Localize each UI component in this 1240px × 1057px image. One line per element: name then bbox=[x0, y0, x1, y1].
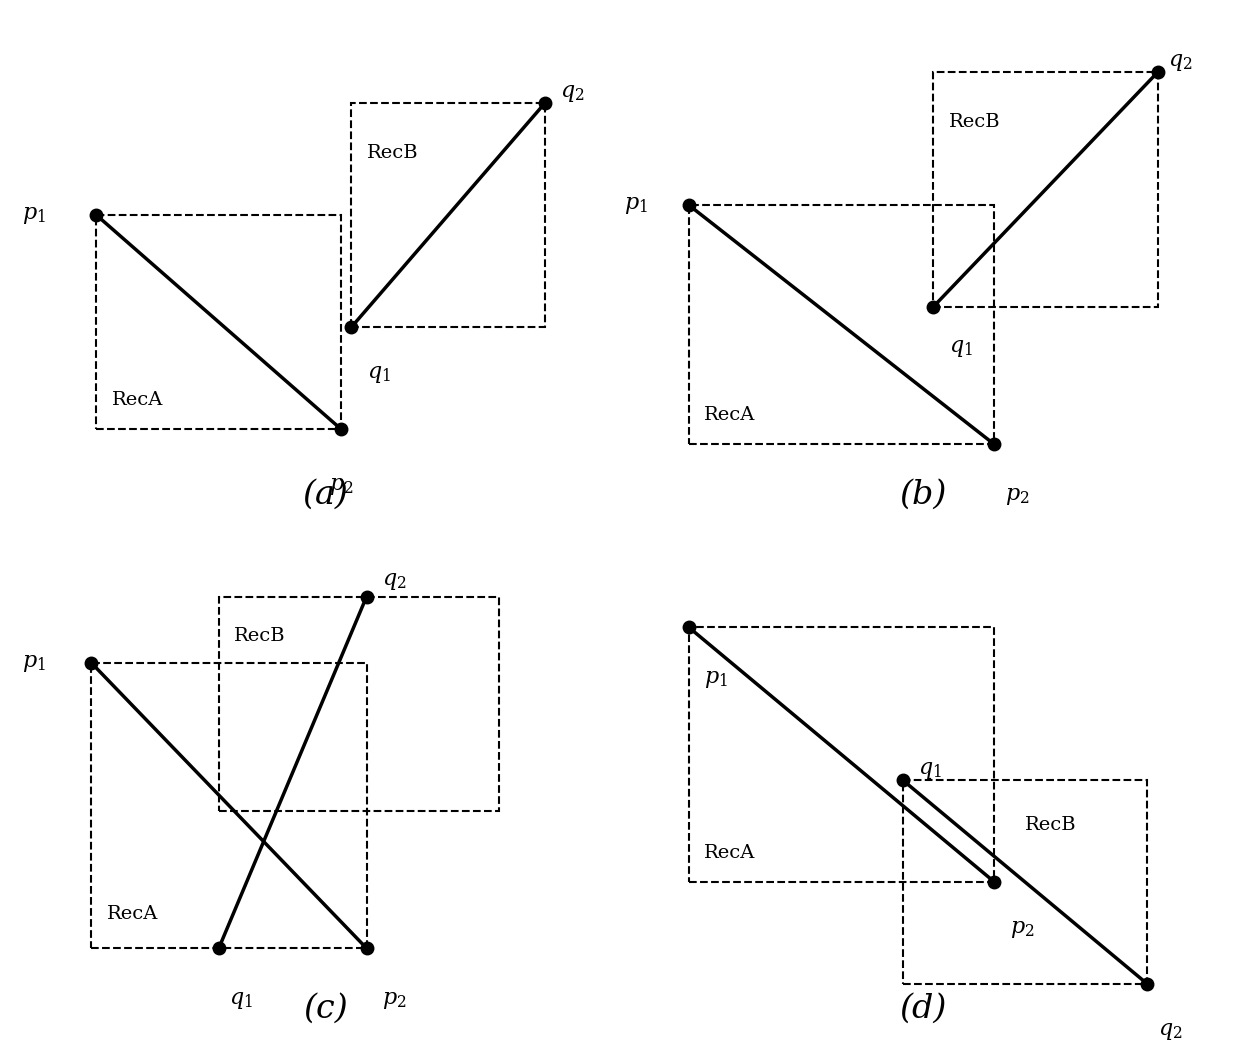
Text: $p_1$: $p_1$ bbox=[21, 204, 46, 226]
Bar bbox=[218, 596, 500, 811]
Text: (b): (b) bbox=[899, 479, 947, 511]
Text: $q_1$: $q_1$ bbox=[949, 337, 972, 359]
Text: RecA: RecA bbox=[704, 406, 755, 424]
Text: $p_2$: $p_2$ bbox=[329, 475, 353, 497]
Bar bbox=[688, 205, 994, 445]
Text: $p_1$: $p_1$ bbox=[624, 193, 647, 216]
Text: $p_2$: $p_2$ bbox=[1004, 485, 1029, 507]
Text: $p_1$: $p_1$ bbox=[21, 652, 46, 673]
Bar bbox=[351, 103, 546, 328]
Text: $q_2$: $q_2$ bbox=[560, 81, 585, 104]
Text: (a): (a) bbox=[303, 479, 348, 511]
Bar bbox=[688, 627, 994, 882]
Text: $q_2$: $q_2$ bbox=[1158, 1020, 1182, 1042]
Text: RecA: RecA bbox=[704, 843, 755, 861]
Text: $p_2$: $p_2$ bbox=[382, 989, 407, 1012]
Bar bbox=[92, 663, 367, 948]
Bar bbox=[934, 72, 1158, 307]
Text: $q_1$: $q_1$ bbox=[229, 989, 253, 1012]
Text: $q_2$: $q_2$ bbox=[1168, 51, 1193, 73]
Text: $q_1$: $q_1$ bbox=[367, 363, 391, 385]
Text: RecB: RecB bbox=[949, 113, 1001, 131]
Text: $p_2$: $p_2$ bbox=[1009, 917, 1034, 940]
Bar bbox=[97, 215, 341, 429]
Text: RecB: RecB bbox=[234, 627, 285, 645]
Text: RecB: RecB bbox=[1025, 816, 1076, 834]
Text: RecA: RecA bbox=[112, 391, 162, 409]
Bar bbox=[903, 780, 1147, 984]
Text: RecA: RecA bbox=[107, 905, 157, 923]
Text: $q_1$: $q_1$ bbox=[918, 759, 942, 781]
Text: $p_1$: $p_1$ bbox=[704, 668, 728, 690]
Text: (c): (c) bbox=[304, 993, 348, 1025]
Text: (d): (d) bbox=[899, 993, 947, 1025]
Text: $q_2$: $q_2$ bbox=[382, 570, 407, 592]
Text: RecB: RecB bbox=[367, 144, 418, 162]
